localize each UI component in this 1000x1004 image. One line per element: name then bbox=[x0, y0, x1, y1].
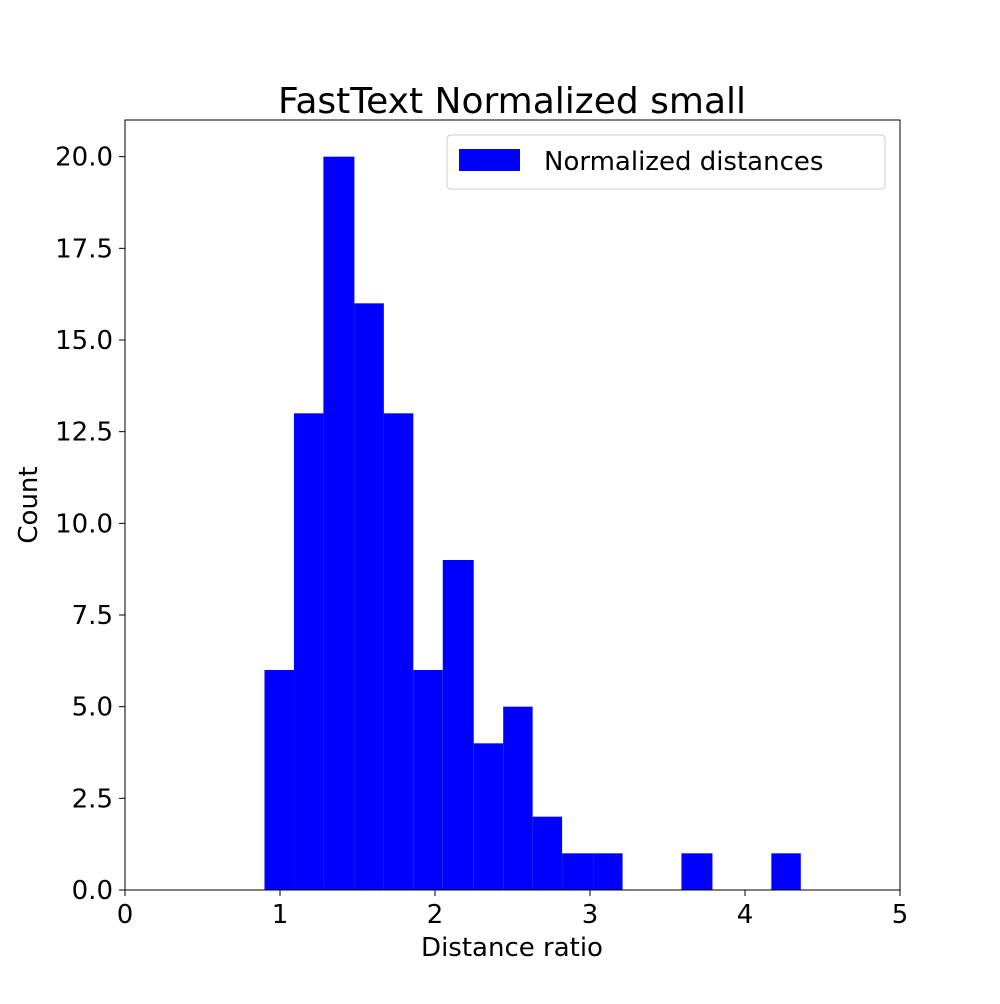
y-tick-label: 5.0 bbox=[72, 693, 113, 723]
x-tick-label: 1 bbox=[272, 900, 289, 930]
legend-box bbox=[446, 134, 886, 190]
histogram-bar bbox=[532, 816, 563, 890]
x-tick-label: 4 bbox=[737, 900, 754, 930]
x-tick-label: 2 bbox=[427, 900, 444, 930]
legend: Normalized distances bbox=[446, 134, 886, 190]
y-tick-label: 10.0 bbox=[55, 509, 113, 539]
histogram-bar bbox=[442, 560, 474, 890]
y-tick-label: 17.5 bbox=[55, 234, 113, 264]
y-tick-label: 12.5 bbox=[55, 418, 113, 448]
histogram-bar bbox=[354, 303, 384, 890]
y-tick-label: 15.0 bbox=[55, 326, 113, 356]
histogram-bar bbox=[473, 743, 504, 890]
y-axis: 0.0 2.5 5.0 7.5 10.0 12.5 15.0 17.5 20.0 bbox=[55, 143, 125, 906]
x-tick-label: 5 bbox=[892, 900, 909, 930]
histogram-bar bbox=[562, 853, 594, 890]
y-axis-label: Count bbox=[14, 466, 44, 543]
histogram-bar bbox=[264, 670, 294, 890]
histogram-bar bbox=[503, 706, 533, 890]
chart-title: FastText Normalized small bbox=[278, 81, 746, 122]
legend-label: Normalized distances bbox=[544, 147, 823, 177]
histogram-bar bbox=[383, 413, 414, 890]
histogram-bar bbox=[413, 670, 443, 890]
x-axis: 0 1 2 3 4 5 bbox=[117, 890, 909, 930]
y-tick-label: 2.5 bbox=[72, 784, 113, 814]
histogram-bar bbox=[681, 853, 713, 890]
histogram-bar bbox=[323, 156, 355, 890]
legend-swatch bbox=[459, 149, 520, 171]
y-tick-label: 20.0 bbox=[55, 143, 113, 173]
histogram-bar bbox=[771, 853, 801, 890]
x-axis-label: Distance ratio bbox=[421, 933, 603, 963]
y-tick-label: 7.5 bbox=[72, 601, 113, 631]
histogram-bar bbox=[293, 413, 324, 890]
histogram-bar bbox=[593, 853, 623, 890]
x-tick-label: 0 bbox=[117, 900, 134, 930]
plot-frame bbox=[124, 119, 901, 891]
y-tick-label: 0.0 bbox=[72, 876, 113, 906]
bars-group bbox=[264, 156, 801, 890]
x-tick-label: 3 bbox=[582, 900, 599, 930]
